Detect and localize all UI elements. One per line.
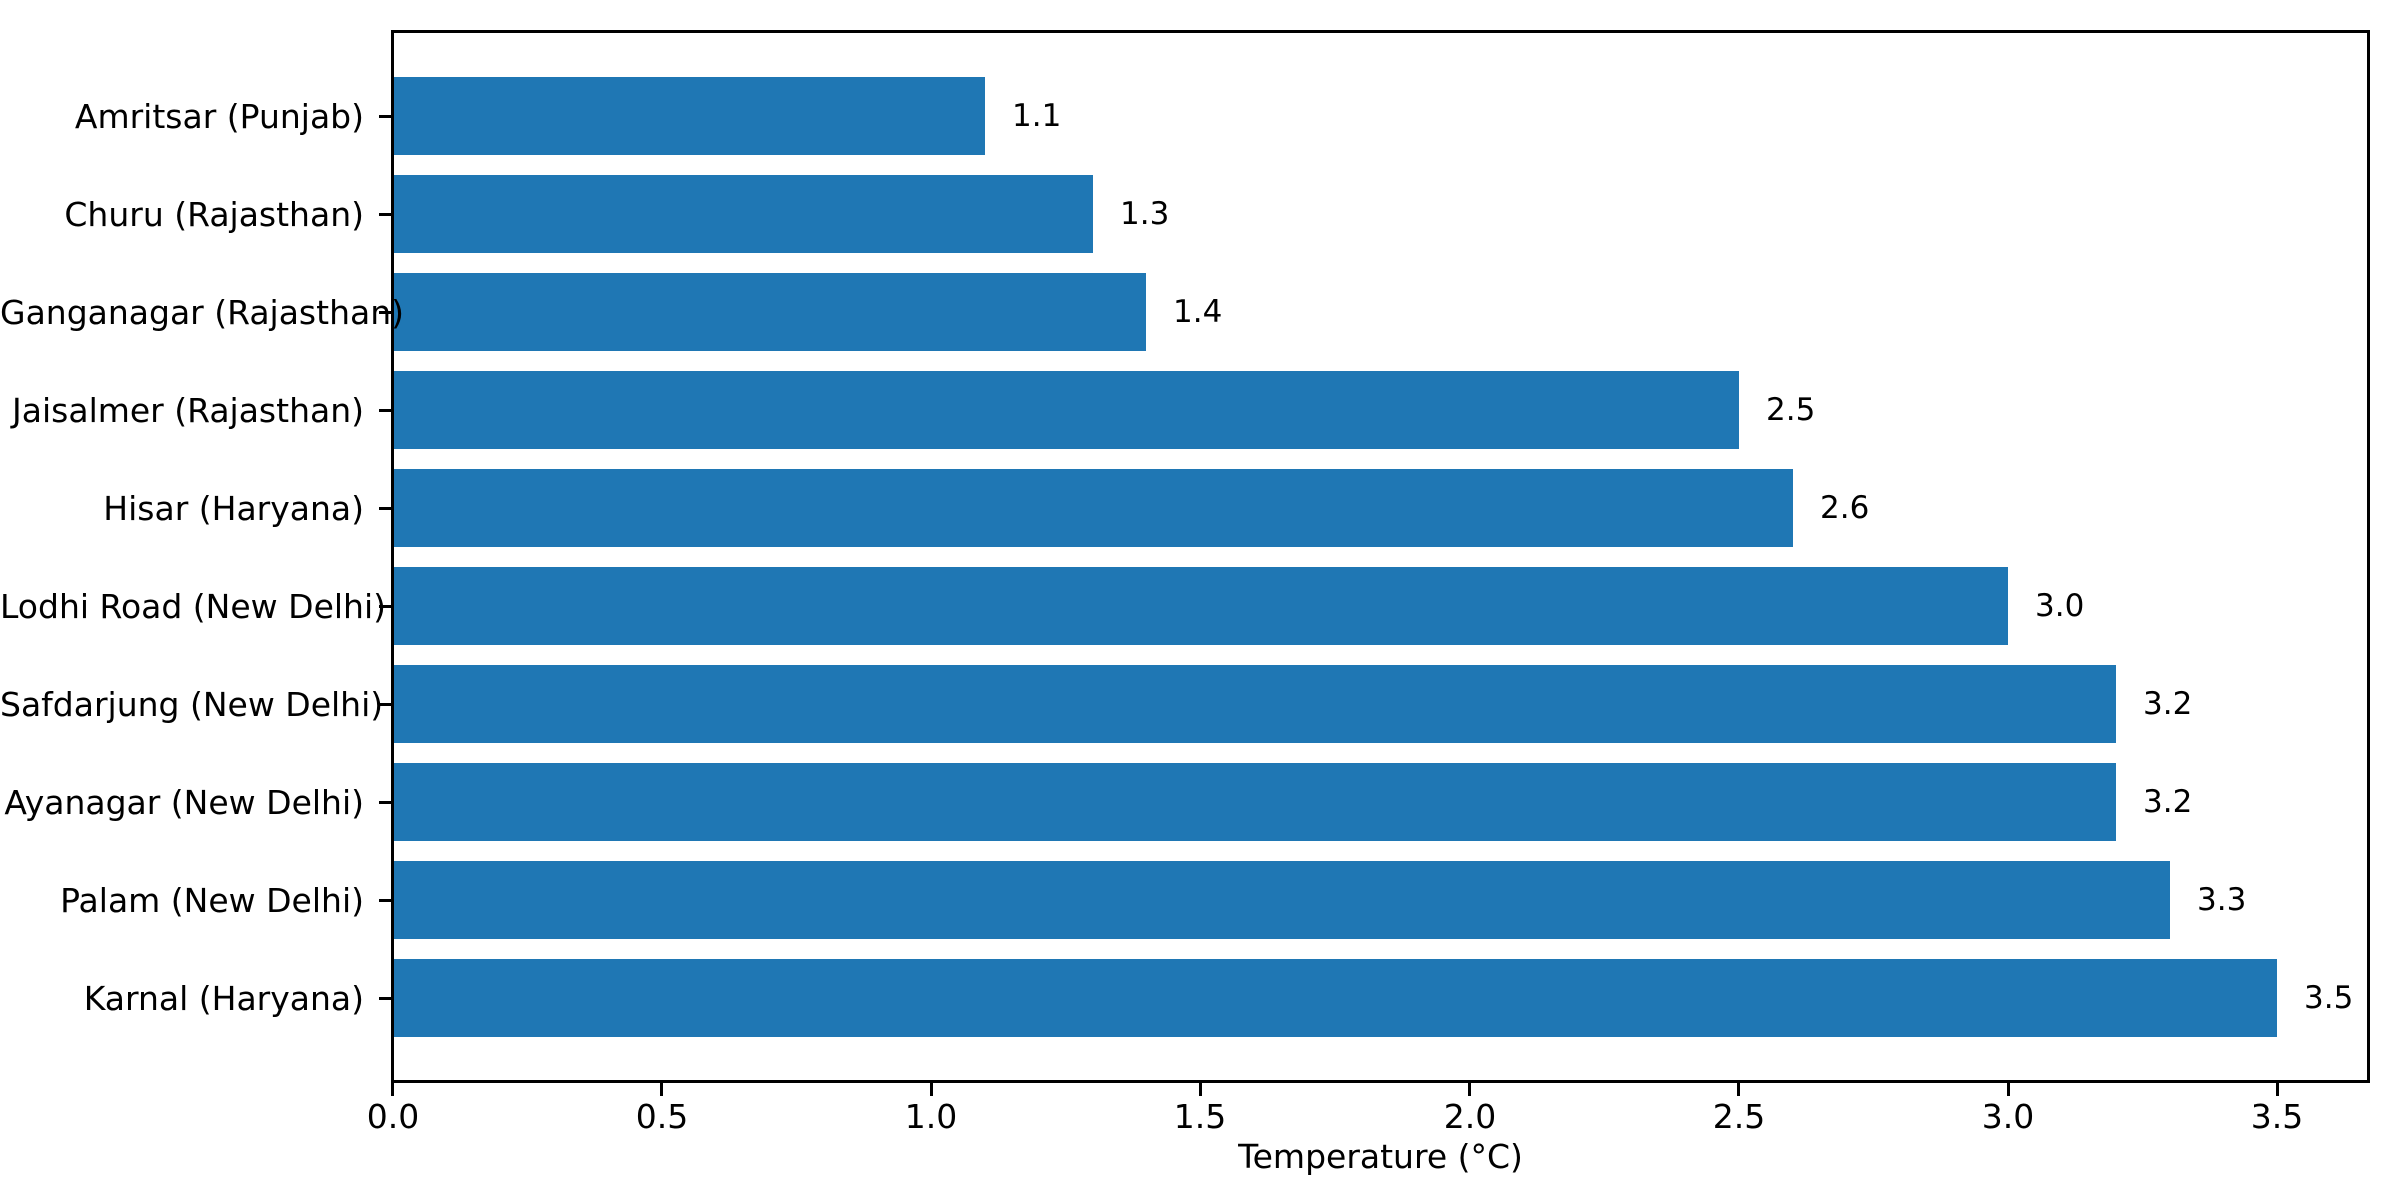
category-label: Safdarjung (New Delhi) bbox=[0, 685, 384, 724]
value-label: 1.4 bbox=[1173, 294, 1223, 330]
y-tick-mark bbox=[379, 213, 392, 216]
y-tick-mark bbox=[379, 703, 392, 706]
category-label: Karnal (Haryana) bbox=[83, 979, 364, 1018]
x-tick-label: 0.0 bbox=[366, 1097, 420, 1136]
x-axis-label: Temperature (°C) bbox=[1238, 1137, 1523, 1176]
value-label: 3.0 bbox=[2035, 588, 2085, 624]
x-tick-mark bbox=[930, 1083, 933, 1096]
x-tick-mark bbox=[2276, 1083, 2279, 1096]
value-label: 3.5 bbox=[2304, 980, 2354, 1016]
bar bbox=[394, 469, 1793, 547]
bar bbox=[394, 273, 1146, 351]
value-label: 3.2 bbox=[2143, 784, 2193, 820]
y-tick-mark bbox=[379, 507, 392, 510]
value-label: 2.5 bbox=[1766, 392, 1816, 428]
y-tick-mark bbox=[379, 605, 392, 608]
x-tick-label: 1.0 bbox=[904, 1097, 958, 1136]
x-tick-label: 0.5 bbox=[635, 1097, 689, 1136]
bar bbox=[394, 77, 985, 155]
category-label: Amritsar (Punjab) bbox=[74, 97, 364, 136]
y-tick-mark bbox=[379, 997, 392, 1000]
x-tick-label: 2.5 bbox=[1712, 1097, 1766, 1136]
y-tick-mark bbox=[379, 899, 392, 902]
value-label: 3.2 bbox=[2143, 686, 2193, 722]
x-tick-mark bbox=[660, 1083, 663, 1096]
x-tick-mark bbox=[1468, 1083, 1471, 1096]
value-label: 1.1 bbox=[1012, 98, 1062, 134]
category-label: Hisar (Haryana) bbox=[103, 489, 364, 528]
category-label: Ayanagar (New Delhi) bbox=[4, 783, 364, 822]
category-label: Jaisalmer (Rajasthan) bbox=[12, 391, 364, 430]
x-tick-mark bbox=[1199, 1083, 1202, 1096]
x-tick-mark bbox=[2007, 1083, 2010, 1096]
bar bbox=[394, 861, 2170, 939]
value-label: 2.6 bbox=[1820, 490, 1870, 526]
category-label: Churu (Rajasthan) bbox=[64, 195, 364, 234]
value-label: 3.3 bbox=[2197, 882, 2247, 918]
bar bbox=[394, 567, 2008, 645]
y-tick-mark bbox=[379, 409, 392, 412]
value-label: 1.3 bbox=[1120, 196, 1170, 232]
x-tick-label: 3.0 bbox=[1981, 1097, 2035, 1136]
bar bbox=[394, 371, 1739, 449]
category-label: Palam (New Delhi) bbox=[60, 881, 364, 920]
x-tick-label: 3.5 bbox=[2250, 1097, 2304, 1136]
bar bbox=[394, 175, 1093, 253]
bar bbox=[394, 665, 2116, 743]
bar bbox=[394, 959, 2277, 1037]
y-tick-mark bbox=[379, 801, 392, 804]
y-tick-mark bbox=[379, 115, 392, 118]
x-tick-label: 2.0 bbox=[1443, 1097, 1497, 1136]
x-tick-mark bbox=[391, 1083, 394, 1096]
category-label: Ganganagar (Rajasthan) bbox=[0, 293, 404, 332]
x-tick-label: 1.5 bbox=[1173, 1097, 1227, 1136]
bar bbox=[394, 763, 2116, 841]
category-label: Lodhi Road (New Delhi) bbox=[0, 587, 386, 626]
y-tick-mark bbox=[379, 311, 392, 314]
x-tick-mark bbox=[1737, 1083, 1740, 1096]
